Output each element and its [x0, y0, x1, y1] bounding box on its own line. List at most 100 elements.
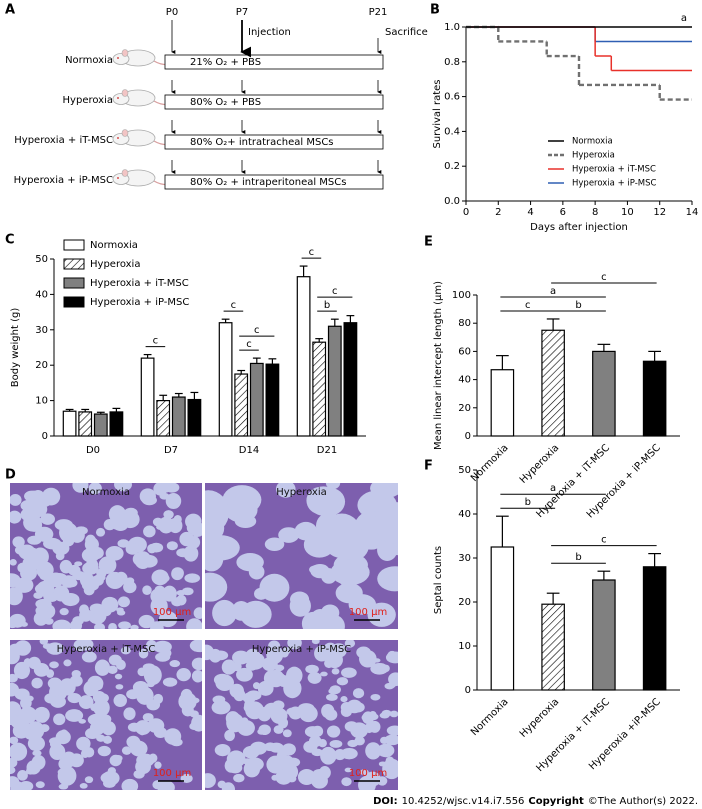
alveolus	[236, 667, 253, 682]
alveolus	[370, 483, 398, 499]
alveolus	[335, 582, 363, 604]
alveolus	[389, 710, 398, 718]
alveolus	[10, 712, 18, 726]
alveolus	[184, 573, 201, 583]
alveolus	[159, 492, 170, 500]
treatment-label: 21% O₂ + PBS	[190, 57, 261, 68]
significance-label: c	[601, 272, 607, 283]
y-tick-label: 30	[35, 325, 48, 336]
alveolus	[176, 668, 191, 682]
significance-label: c	[309, 247, 315, 258]
y-tick-label: 0.8	[444, 57, 460, 68]
bar	[296, 276, 311, 437]
alveolus	[94, 622, 106, 629]
alveolus	[233, 688, 246, 702]
alveolus	[191, 657, 202, 671]
event-label: Sacrifice	[385, 27, 428, 38]
micrograph-title: Hyperoxia + iT-MSC	[57, 644, 156, 655]
alveolus	[74, 561, 83, 567]
alveolus	[205, 773, 216, 789]
alveolus	[142, 585, 152, 596]
alveolus	[179, 531, 194, 547]
alveolus	[246, 661, 257, 671]
alveolus	[374, 502, 398, 544]
alveolus	[10, 558, 17, 566]
alveolus	[94, 574, 106, 582]
alveolus	[196, 719, 202, 731]
alveolus	[61, 529, 76, 539]
x-tick-label: 4	[527, 207, 533, 218]
alveolus	[35, 781, 45, 789]
bar	[490, 369, 515, 437]
alveolus	[225, 711, 240, 726]
group-label: Normoxia	[65, 55, 113, 66]
alveolus	[350, 722, 369, 739]
alveolus	[29, 490, 40, 502]
alveolus	[221, 782, 235, 790]
alveolus	[245, 757, 264, 772]
alveolus	[41, 487, 61, 506]
alveolus	[361, 713, 371, 722]
alveolus	[84, 537, 99, 552]
alveolus	[162, 677, 178, 687]
alveolus	[287, 640, 302, 650]
alveolus	[246, 690, 262, 701]
y-tick-label: 40	[35, 289, 48, 300]
alveolus	[282, 729, 292, 738]
alveolus	[49, 743, 66, 761]
alveolus	[249, 655, 262, 663]
bar	[327, 325, 342, 437]
alveolus	[334, 749, 346, 761]
x-tick-label: 2	[495, 207, 501, 218]
alveolus	[299, 705, 318, 723]
alveolus	[212, 650, 229, 661]
alveolus	[114, 571, 128, 585]
alveolus	[231, 601, 251, 621]
alveolus	[377, 538, 398, 561]
alveolus	[114, 483, 132, 492]
bar	[156, 400, 171, 437]
alveolus	[370, 693, 381, 701]
micrograph-title: Hyperoxia + iP-MSC	[252, 644, 351, 655]
legend-label: Hyperoxia + iT-MSC	[572, 165, 656, 175]
alveolus	[205, 490, 223, 511]
alveolus	[326, 725, 341, 738]
alveolus	[333, 532, 354, 548]
alveolus	[153, 693, 164, 704]
alveolus	[15, 721, 28, 732]
bar	[140, 357, 155, 437]
group-label: Hyperoxia + iP-MSC	[14, 175, 113, 186]
micrograph	[10, 640, 202, 790]
alveolus	[88, 483, 102, 495]
footer-copyright: ©The Author(s) 2022.	[588, 796, 698, 807]
alveolus	[158, 611, 178, 628]
alveolus	[205, 572, 228, 602]
alveolus	[67, 564, 81, 576]
alveolus	[359, 769, 369, 776]
significance-label: c	[525, 300, 531, 311]
alveolus	[275, 483, 296, 498]
micrograph-title: Hyperoxia	[276, 487, 326, 498]
alveolus	[378, 761, 387, 767]
legend-swatch	[63, 239, 85, 251]
alveolus	[150, 621, 164, 629]
alveolus	[10, 682, 19, 697]
significance-label: c	[601, 535, 607, 546]
alveolus	[352, 688, 365, 699]
y-tick-label: 0.0	[444, 196, 460, 207]
bar	[78, 411, 93, 437]
alveolus	[115, 659, 126, 671]
alveolus	[37, 713, 48, 723]
alveolus	[135, 720, 152, 735]
alveolus	[155, 652, 171, 662]
alveolus	[341, 667, 357, 678]
alveolus	[226, 750, 246, 768]
alveolus	[81, 547, 100, 563]
alveolus	[155, 574, 170, 583]
footer-doi: 10.4252/wjsc.v14.i7.556	[402, 796, 525, 807]
micrograph-title: Normoxia	[82, 487, 130, 498]
alveolus	[150, 596, 168, 616]
alveolus	[121, 778, 139, 790]
alveolus	[344, 767, 352, 773]
alveolus	[101, 714, 112, 724]
